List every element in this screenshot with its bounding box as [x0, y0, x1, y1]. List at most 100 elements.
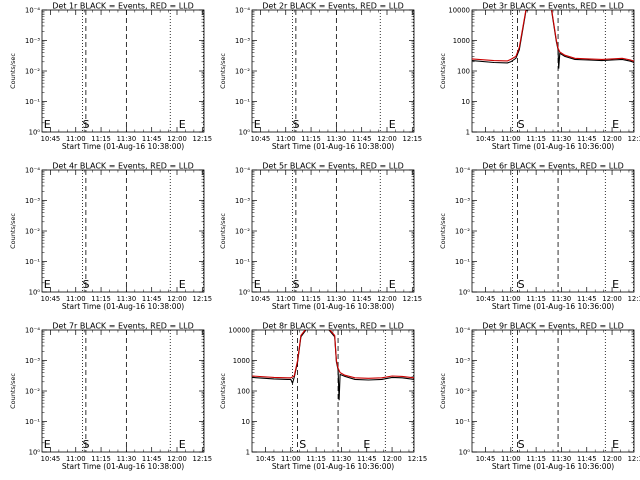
x-axis-label: Start Time (01-Aug-16 10:38:00)	[62, 142, 184, 151]
y-tick-label: 1000	[453, 37, 470, 45]
plot-frame	[471, 9, 635, 133]
x-axis-label: Start Time (01-Aug-16 10:36:00)	[492, 142, 614, 151]
x-tick-label: 11:30	[117, 135, 137, 143]
y-tick-label: 10⁻¹	[25, 418, 40, 426]
marker-e: E	[612, 118, 619, 131]
y-tick-label: 10000	[448, 7, 470, 15]
marker-s: S	[83, 438, 90, 451]
events-series-line	[252, 330, 414, 401]
marker-e: E	[44, 438, 51, 451]
marker-s: S	[293, 118, 300, 131]
x-tick-label: 10:45	[41, 455, 61, 463]
x-tick-label: 11:45	[577, 295, 597, 303]
x-tick-label: 11:00	[276, 135, 296, 143]
y-tick-label: 1	[246, 449, 250, 457]
x-tick-label: 10:45	[41, 135, 61, 143]
lld-series-line	[252, 330, 414, 379]
panel-det3r: Det 3r BLACK = Events, RED = LLD 1 10 100 10…	[439, 2, 640, 152]
marker-s: S	[293, 278, 300, 291]
x-tick-label: 11:45	[577, 455, 597, 463]
x-tick-label: 10:45	[251, 135, 271, 143]
x-tick-label: 11:00	[501, 135, 521, 143]
x-tick-label: 11:15	[91, 455, 111, 463]
marker-s: S	[518, 118, 525, 131]
x-axis-label: Start Time (01-Aug-16 10:36:00)	[272, 462, 394, 471]
y-tick-label: 10⁰	[459, 289, 471, 297]
x-tick-label: 11:45	[142, 295, 162, 303]
x-tick-label: 11:30	[327, 295, 347, 303]
marker-s: S	[518, 438, 525, 451]
y-axis-label: Counts/sec	[9, 373, 17, 409]
panel-title: Det 5r BLACK = Events, RED = LLD	[262, 162, 404, 171]
y-tick-label: 10⁰	[29, 129, 41, 137]
x-tick-label: 12:00	[602, 295, 622, 303]
panel-title: Det 7r BLACK = Events, RED = LLD	[52, 322, 194, 331]
x-tick-label: 11:30	[552, 295, 572, 303]
lld-series-line	[472, 10, 634, 62]
x-tick-label: 10:45	[476, 455, 496, 463]
y-tick-label: 10⁻³	[235, 197, 250, 205]
marker-e: E	[254, 278, 261, 291]
panel-det7r: Det 7r BLACK = Events, RED = LLD 10⁰ 10⁻¹ 1…	[9, 322, 212, 472]
x-tick-label: 12:15	[403, 295, 423, 303]
marker-e: E	[389, 278, 396, 291]
x-axis-label: Start Time (01-Aug-16 10:38:00)	[272, 142, 394, 151]
panel-det1r: Det 1r BLACK = Events, RED = LLD 10⁰ 10⁻¹ 1…	[9, 2, 212, 152]
x-tick-label: 11:15	[91, 135, 111, 143]
x-tick-label: 12:15	[193, 295, 213, 303]
x-tick-label: 11:15	[306, 455, 326, 463]
y-axis-label: Counts/sec	[9, 213, 17, 249]
x-tick-label: 12:15	[628, 135, 640, 143]
x-tick-label: 11:00	[66, 295, 86, 303]
y-tick-label: 10⁻⁴	[235, 167, 250, 175]
x-tick-label: 12:15	[193, 455, 213, 463]
x-tick-label: 12:00	[602, 135, 622, 143]
x-tick-label: 12:00	[602, 455, 622, 463]
x-tick-label: 11:15	[301, 295, 321, 303]
panel-det2r: Det 2r BLACK = Events, RED = LLD 10⁰ 10⁻¹ 1…	[219, 2, 422, 152]
x-tick-label: 11:45	[352, 295, 372, 303]
y-tick-label: 10⁻³	[235, 37, 250, 45]
y-tick-label: 10⁻³	[25, 37, 40, 45]
y-tick-label: 10⁻¹	[455, 258, 470, 266]
marker-e: E	[179, 118, 186, 131]
y-tick-label: 10⁻¹	[455, 418, 470, 426]
x-tick-label: 12:00	[377, 295, 397, 303]
x-tick-label: 12:15	[193, 135, 213, 143]
x-tick-label: 11:15	[301, 135, 321, 143]
y-tick-label: 10⁰	[239, 129, 251, 137]
plot-frame	[41, 329, 205, 453]
marker-e: E	[363, 438, 370, 451]
y-tick-label: 10⁻²	[25, 228, 40, 236]
panel-det5r: Det 5r BLACK = Events, RED = LLD 10⁰ 10⁻¹ 1…	[219, 162, 422, 312]
y-tick-label: 10⁻³	[25, 197, 40, 205]
panel-det6r: Det 6r BLACK = Events, RED = LLD 10⁰ 10⁻¹ 1…	[439, 162, 640, 312]
x-tick-label: 11:30	[117, 295, 137, 303]
x-axis-label: Start Time (01-Aug-16 10:38:00)	[62, 462, 184, 471]
plot-frame	[41, 9, 205, 133]
x-tick-label: 11:15	[526, 455, 546, 463]
x-tick-label: 11:15	[526, 295, 546, 303]
y-tick-label: 10	[241, 418, 250, 426]
x-tick-label: 11:30	[332, 455, 352, 463]
y-tick-label: 10⁻²	[235, 228, 250, 236]
y-axis-label: Counts/sec	[219, 373, 227, 409]
y-tick-label: 10⁻²	[235, 68, 250, 76]
x-tick-label: 11:30	[552, 135, 572, 143]
x-tick-label: 11:15	[91, 295, 111, 303]
y-tick-label: 1000	[233, 357, 250, 365]
plot-frame	[471, 169, 635, 293]
y-tick-label: 10⁰	[29, 289, 41, 297]
y-tick-label: 10000	[228, 327, 250, 335]
y-tick-label: 100	[457, 68, 470, 76]
marker-e: E	[612, 278, 619, 291]
y-tick-label: 10⁻⁴	[25, 7, 40, 15]
plot-frame	[251, 329, 415, 453]
x-tick-label: 11:00	[281, 455, 301, 463]
x-tick-label: 11:45	[357, 455, 377, 463]
y-tick-label: 1	[466, 129, 470, 137]
y-tick-label: 10⁻¹	[235, 258, 250, 266]
y-axis-label: Counts/sec	[439, 53, 447, 89]
x-tick-label: 11:30	[327, 135, 347, 143]
marker-e: E	[254, 118, 261, 131]
